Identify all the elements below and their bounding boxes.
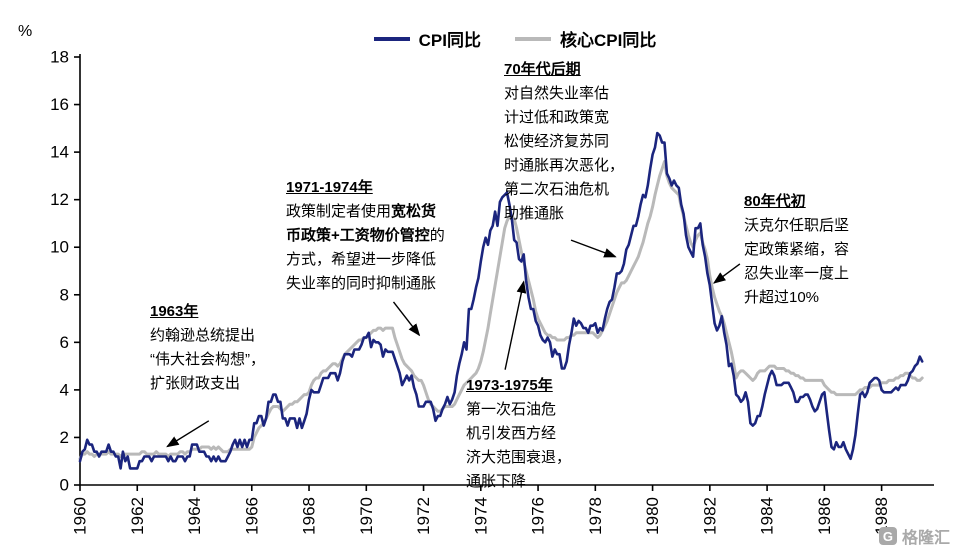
annotation-arrow-0 [166,420,210,448]
annotation-title: 1963年 [150,303,199,320]
cpi-yoy-line [78,131,924,470]
annotation-text-line: 松使经济复苏同 [504,133,610,150]
annotation-text-line: 沃克尔任职后坚 [744,217,850,234]
annotation-title: 1971-1974年 [286,179,373,196]
annotation-3: 1973-1975年 第一次石油危 机引发西方经 济大范围衰退， 通胀下降 [466,374,588,494]
annotation-arrow-2 [570,239,617,258]
x-tick-label: 1968 [300,497,319,535]
core-cpi-yoy-line [78,160,924,461]
annotation-text-line: 计过低和政策宽 [504,109,610,126]
annotation-text-line: 助推通胀 [504,205,565,222]
y-tick-label: 10 [50,238,69,257]
x-axis: 1960 1962 1964 1966 1968 1970 1972 1974 1976 1978… [71,485,891,535]
annotation-text-line: 第一次石油危 [466,401,557,418]
x-tick-label: 1976 [529,497,548,535]
annotation-text-line: 币政策+工资物价管控的 [286,227,445,244]
annotation-text-line: 对自然失业率估 [504,85,610,102]
y-tick-label: 0 [60,476,69,495]
annotation-text-line: 时通胀再次恶化， [504,157,625,174]
legend-label: 核心CPI同比 [560,31,657,50]
annotation-title: 1973-1975年 [466,377,553,394]
watermark: G 格隆汇 [878,524,950,548]
legend-label: CPI同比 [418,31,481,50]
annotation-4: 80年代初沃克尔任职后坚 定政策紧缩，容 忍失业率一度上 升超过10% [744,190,884,310]
annotation-text-line: 政策制定者使用宽松货 [286,203,437,220]
x-tick-label: 1988 [872,497,891,535]
gelonghui-logo-icon: G [878,527,897,545]
y-tick-label: 14 [50,143,69,162]
annotation-0: 1963年约翰逊总统提出 “伟大社会构想”， 扩张财政支出 [150,300,300,396]
legend-line-swatch [373,36,410,41]
y-axis: 0 2 4 6 8 10 12 14 16 18 [50,48,80,495]
x-tick-label: 1984 [758,497,777,535]
x-tick-label: 1960 [71,497,90,535]
x-tick-label: 1964 [185,497,204,535]
x-tick-label: 1980 [643,497,662,535]
annotation-2: 70年代后期对自然失业率估 计过低和政策宽 松使经济复苏同 时通胀再次恶化， 第二次石油… [504,58,644,226]
annotation-1: 1971-1974年政策制定者使用宽松货 币政策+工资物价管控的 方式，希望进一步降… [286,176,466,296]
annotation-text-line: 通胀下降 [466,473,527,490]
y-tick-label: 6 [60,333,69,352]
x-tick-label: 1972 [414,497,433,535]
annotation-arrow-1 [392,301,421,337]
x-tick-label: 1982 [700,497,719,535]
annotation-text-line: 定政策紧缩，容 [744,241,850,258]
legend-item-cpi-yoy-line: CPI同比 [373,26,481,51]
annotation-text-line: 济大范围衰退， [466,449,572,466]
annotation-title: 80年代初 [744,193,806,210]
annotation-text-line: 第二次石油危机 [504,181,610,198]
x-tick-label: 1966 [242,497,261,535]
annotation-arrow-4 [712,263,741,284]
y-tick-label: 8 [60,285,69,304]
annotation-text-line: 约翰逊总统提出 [150,327,256,344]
annotation-text-line: 方式，希望进一步降低 [286,251,437,268]
x-tick-label: 1974 [471,497,490,535]
y-tick-label: 16 [50,95,69,114]
x-tick-label: 1970 [357,497,376,535]
annotation-text-line: 升超过10% [744,289,820,306]
axes [79,54,934,486]
annotation-text-line: 扩张财政支出 [150,375,241,392]
chart-legend: CPI同比 核心CPI同比 [80,26,950,51]
legend-item-core-cpi-yoy-line: 核心CPI同比 [515,26,656,51]
y-tick-label: 18 [50,48,69,67]
legend-line-swatch [515,36,551,41]
annotation-text-line: “伟大社会构想”， [150,351,265,368]
annotation-text-line: 忍失业率一度上 [744,265,850,282]
x-tick-label: 1978 [586,497,605,535]
annotation-text-line: 失业率的同时抑制通胀 [286,275,437,292]
annotation-arrow-3 [504,280,527,370]
annotation-text-line: 机引发西方经 [466,425,557,442]
y-tick-label: 2 [60,428,69,447]
x-tick-label: 1962 [128,497,147,535]
watermark-text: 格隆汇 [901,530,950,547]
y-tick-label: 12 [50,190,69,209]
x-tick-label: 1986 [815,497,834,535]
y-tick-label: 4 [60,380,69,399]
annotation-title: 70年代后期 [504,61,581,78]
y-axis-unit-label: % [18,23,32,40]
